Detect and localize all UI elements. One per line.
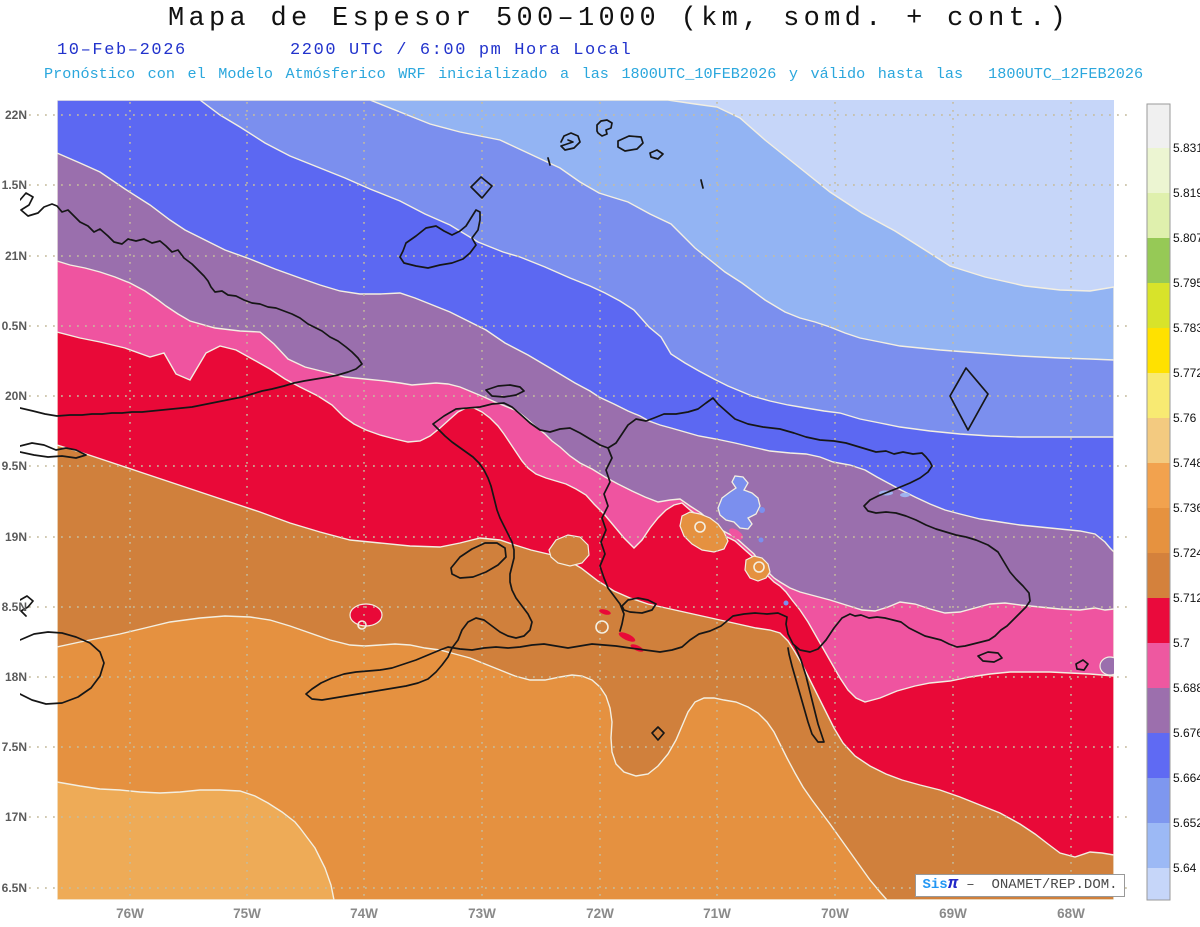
svg-text:20N: 20N [5,389,27,403]
svg-text:76W: 76W [116,906,144,921]
svg-text:5.64: 5.64 [1173,861,1197,875]
svg-text:17N: 17N [5,810,27,824]
svg-text:5.783: 5.783 [1173,321,1200,335]
svg-text:5.724: 5.724 [1173,546,1200,560]
svg-text:74W: 74W [350,906,378,921]
svg-text:5.712: 5.712 [1173,591,1200,605]
svg-text:68W: 68W [1057,906,1085,921]
svg-text:5.652: 5.652 [1173,816,1200,830]
svg-text:18N: 18N [5,670,27,684]
svg-text:70W: 70W [821,906,849,921]
svg-text:7.5N: 7.5N [2,740,27,754]
svg-text:5.772: 5.772 [1173,366,1200,380]
svg-text:5.807: 5.807 [1173,231,1200,245]
svg-text:5.676: 5.676 [1173,726,1200,740]
svg-text:0.5N: 0.5N [2,319,27,333]
svg-text:22N: 22N [5,108,27,122]
svg-text:71W: 71W [703,906,731,921]
svg-text:1.5N: 1.5N [2,178,27,192]
svg-text:5.664: 5.664 [1173,771,1200,785]
svg-text:5.7: 5.7 [1173,636,1190,650]
svg-text:6.5N: 6.5N [2,881,27,895]
svg-text:5.831: 5.831 [1173,141,1200,155]
svg-text:73W: 73W [468,906,496,921]
svg-text:69W: 69W [939,906,967,921]
svg-text:8.5N: 8.5N [2,600,27,614]
svg-text:5.819: 5.819 [1173,186,1200,200]
svg-text:21N: 21N [5,249,27,263]
svg-text:5.76: 5.76 [1173,411,1197,425]
svg-text:5.748: 5.748 [1173,456,1200,470]
svg-text:19N: 19N [5,530,27,544]
svg-text:9.5N: 9.5N [2,459,27,473]
svg-text:72W: 72W [586,906,614,921]
svg-text:75W: 75W [233,906,261,921]
svg-text:5.688: 5.688 [1173,681,1200,695]
svg-text:5.795: 5.795 [1173,276,1200,290]
svg-text:5.736: 5.736 [1173,501,1200,515]
